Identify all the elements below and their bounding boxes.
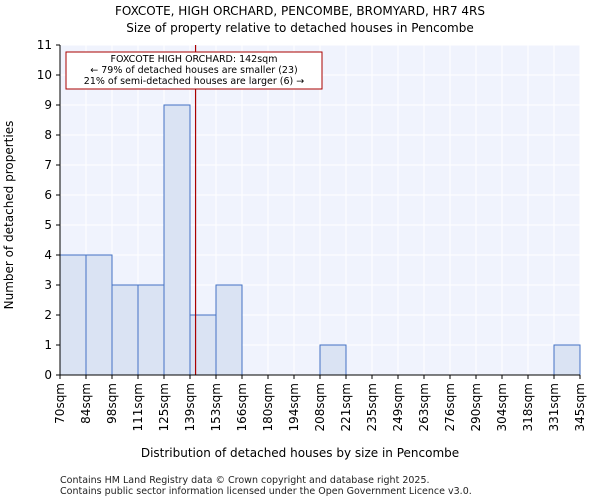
- y-tick-label: 6: [44, 188, 52, 202]
- y-tick-label: 8: [44, 128, 52, 142]
- x-tick-label: 70sqm: [53, 383, 67, 424]
- y-tick-label: 3: [44, 278, 52, 292]
- bar: [59, 254, 87, 376]
- x-tick-label: 139sqm: [183, 383, 197, 431]
- x-tick-label: 235sqm: [365, 383, 379, 431]
- y-tick-label: 1: [44, 338, 52, 352]
- y-tick-label: 10: [37, 68, 52, 82]
- x-tick-label: 166sqm: [235, 383, 249, 431]
- chart-title: FOXCOTE, HIGH ORCHARD, PENCOMBE, BROMYAR…: [115, 4, 485, 18]
- x-tick-label: 263sqm: [417, 383, 431, 431]
- x-tick-label: 221sqm: [339, 383, 353, 431]
- bar: [111, 284, 139, 376]
- x-tick-label: 331sqm: [547, 383, 561, 431]
- annotation-line-1: FOXCOTE HIGH ORCHARD: 142sqm: [111, 54, 278, 65]
- y-tick-label: 11: [37, 38, 52, 52]
- annotation-box: FOXCOTE HIGH ORCHARD: 142sqm ← 79% of de…: [65, 51, 323, 90]
- x-tick-label: 318sqm: [521, 383, 535, 431]
- x-ticks: 70sqm 84sqm 98sqm 111sqm 125sqm 139sqm 153sqm 1…: [53, 375, 587, 431]
- x-tick-label: 180sqm: [261, 383, 275, 431]
- x-tick-label: 290sqm: [469, 383, 483, 431]
- x-tick-label: 345sqm: [573, 383, 587, 431]
- x-axis-label: Distribution of detached houses by size …: [141, 446, 459, 460]
- footer-line-2: Contains public sector information licen…: [60, 486, 472, 497]
- x-tick-label: 249sqm: [391, 383, 405, 431]
- bar: [137, 284, 165, 376]
- bar: [319, 344, 347, 376]
- annotation-frame: [65, 51, 323, 90]
- bar: [215, 284, 243, 376]
- bar: [163, 104, 191, 376]
- x-tick-label: 125sqm: [157, 383, 171, 431]
- x-tick-label: 304sqm: [495, 383, 509, 431]
- y-tick-label: 4: [44, 248, 52, 262]
- y-tick-label: 7: [44, 158, 52, 172]
- x-tick-label: 111sqm: [131, 383, 145, 431]
- bars: [59, 104, 581, 376]
- x-tick-label: 84sqm: [79, 383, 93, 424]
- x-tick-label: 208sqm: [313, 383, 327, 431]
- annotation-line-3: 21% of semi-detached houses are larger (…: [84, 76, 304, 87]
- y-tick-label: 5: [44, 218, 52, 232]
- x-tick-label: 98sqm: [105, 383, 119, 424]
- x-tick-label: 194sqm: [287, 383, 301, 431]
- x-tick-label: 276sqm: [443, 383, 457, 431]
- y-tick-label: 2: [44, 308, 52, 322]
- bar: [189, 314, 217, 376]
- chart-subtitle: Size of property relative to detached ho…: [126, 21, 473, 35]
- y-tick-label: 0: [44, 368, 52, 382]
- annotation-line-2: ← 79% of detached houses are smaller (23…: [90, 65, 297, 76]
- bar: [553, 344, 581, 376]
- bar: [85, 254, 113, 376]
- y-axis-label: Number of detached properties: [2, 121, 16, 310]
- footer-line-1: Contains HM Land Registry data © Crown c…: [60, 475, 430, 486]
- y-tick-label: 9: [44, 98, 52, 112]
- y-ticks: 0 1 2 3 4 5 6 7 8 9 10 11: [37, 38, 60, 382]
- x-tick-label: 153sqm: [209, 383, 223, 431]
